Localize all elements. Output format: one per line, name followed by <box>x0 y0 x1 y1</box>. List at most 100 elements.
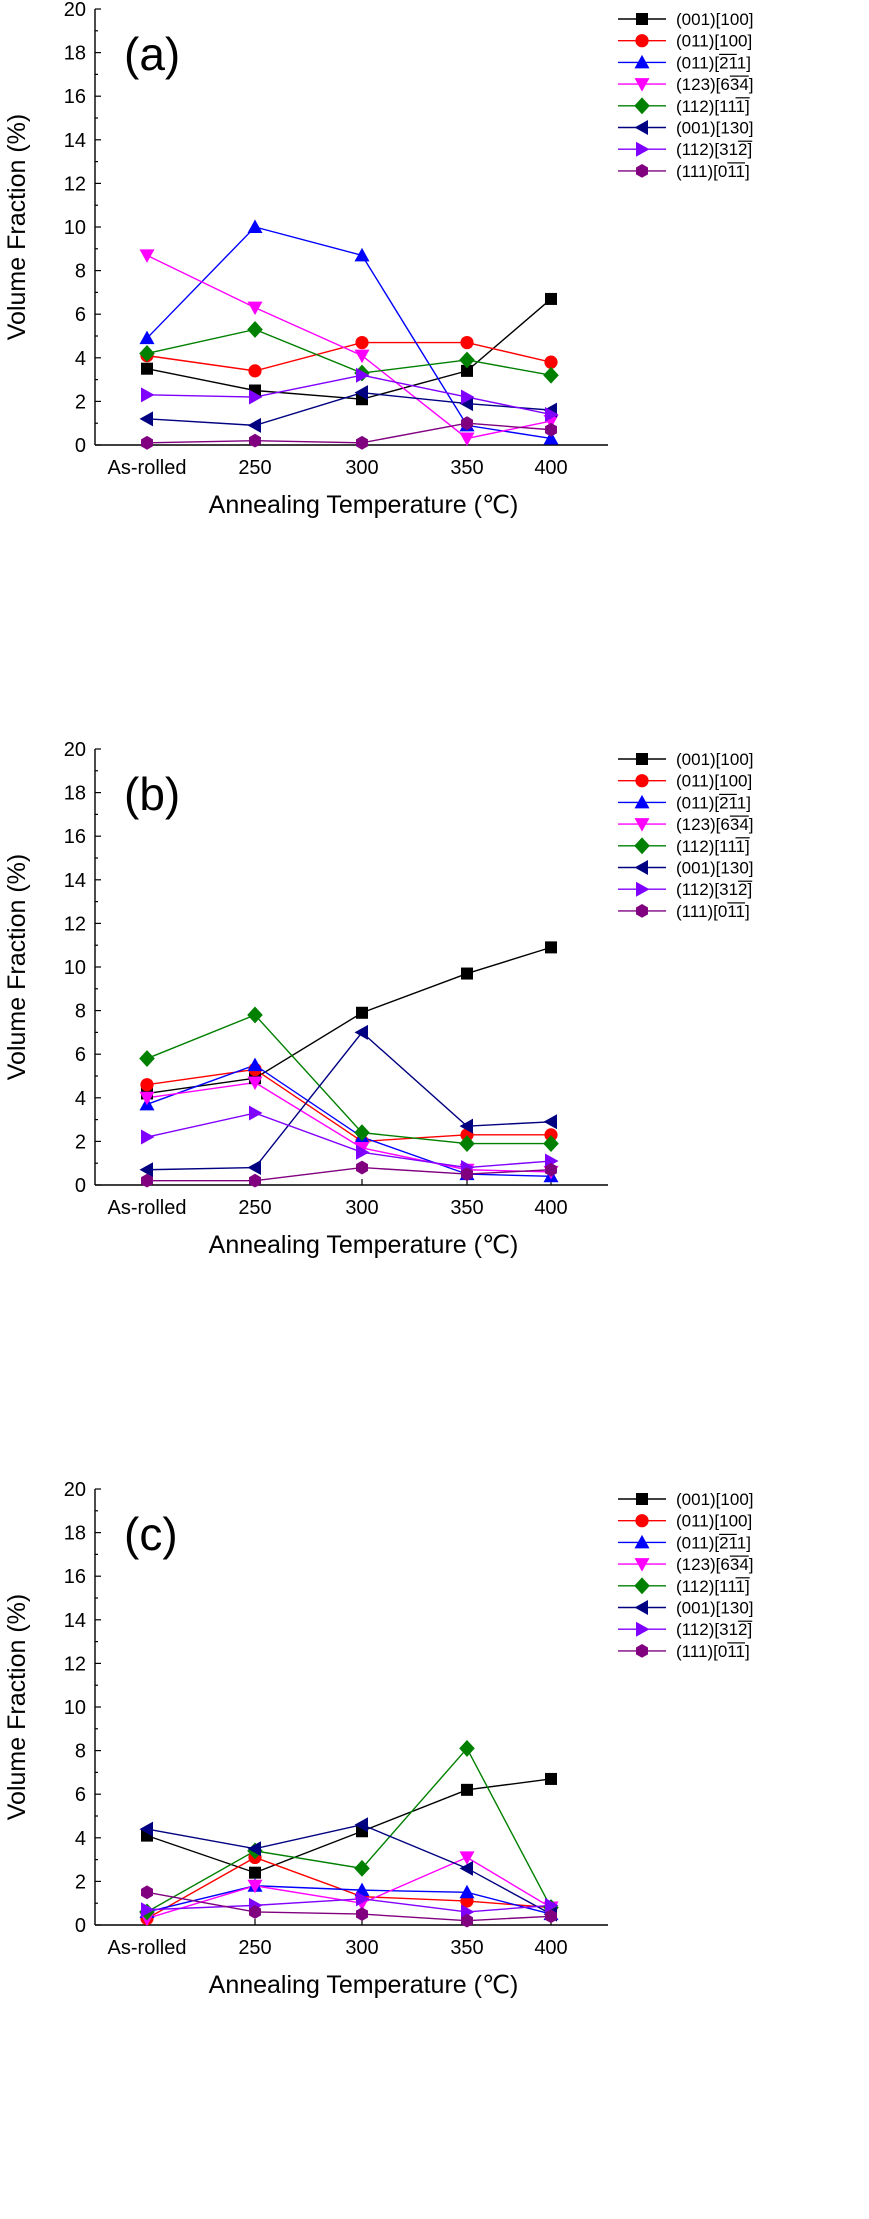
legend-item: (011)[100] <box>618 772 752 791</box>
legend-marker <box>634 1600 648 1615</box>
series-markers-6 <box>141 367 559 422</box>
y-tick-label: 8 <box>75 261 86 283</box>
legend-item: (111)[011] <box>618 902 750 921</box>
legend-marker <box>634 120 648 135</box>
legend-item: (112)[111] <box>618 97 750 116</box>
series-line <box>146 1747 552 1913</box>
y-tick-label: 2 <box>75 391 86 413</box>
y-tick-label: 6 <box>75 1784 86 1806</box>
data-point <box>354 349 370 364</box>
y-tick-label: 18 <box>64 1523 86 1545</box>
data-point <box>543 430 559 445</box>
series-markers-7 <box>141 1160 557 1188</box>
data-point <box>139 345 155 362</box>
legend-label: (123)[634] <box>676 1555 754 1574</box>
data-point <box>461 1783 473 1796</box>
legend-label: (011)[100] <box>676 1512 752 1531</box>
data-point <box>461 967 473 980</box>
data-point <box>247 321 263 338</box>
y-tick-label: 16 <box>64 826 86 848</box>
legend-label: (123)[634] <box>676 815 754 834</box>
data-point <box>461 1167 473 1181</box>
legend-marker <box>636 753 648 765</box>
y-tick-label: 20 <box>64 1480 86 1501</box>
data-point <box>247 1841 261 1857</box>
data-point <box>247 219 263 233</box>
data-point <box>545 1897 559 1913</box>
y-tick-label: 0 <box>75 1915 86 1937</box>
chart-panel-a: 0 2 4 6 8 10 12 14 16 18 20 As-rolled 250 300 350 400 An… <box>3 0 754 519</box>
legend-label: (112)[111] <box>676 97 750 116</box>
data-point <box>545 422 557 437</box>
data-point <box>139 330 155 345</box>
legend-marker <box>635 774 649 788</box>
legend-label: (123)[634] <box>676 75 754 94</box>
legend-marker <box>636 1644 648 1658</box>
legend-item: (112)[312] <box>618 140 753 159</box>
legend-label: (011)[211] <box>676 1533 751 1552</box>
panel-label: (a) <box>124 28 180 80</box>
series-line <box>146 1031 552 1171</box>
series-line <box>146 946 552 1095</box>
series-line <box>146 226 552 440</box>
data-point <box>545 1909 557 1924</box>
legend-label: (011)[100] <box>676 772 752 791</box>
data-point <box>249 1173 261 1188</box>
data-point <box>248 364 262 378</box>
series-0 <box>146 946 552 1095</box>
y-tick-label: 8 <box>75 1741 86 1763</box>
data-point <box>141 1129 155 1145</box>
legend-marker <box>634 54 650 69</box>
legend-label: (111)[011] <box>676 902 750 921</box>
legend: (001)[100] (011)[100] (011)[211] (123)[634]… <box>618 1490 754 1661</box>
series-line <box>146 328 552 376</box>
x-tick-label: 400 <box>534 1937 567 1959</box>
y-tick-label: 0 <box>75 435 86 457</box>
data-point <box>247 1006 263 1024</box>
legend-marker <box>634 78 650 92</box>
legend-item: (112)[111] <box>618 1577 750 1596</box>
data-point <box>354 1024 368 1040</box>
data-point <box>356 1160 368 1175</box>
x-axis-title: Annealing Temperature (℃) <box>209 1971 519 1999</box>
data-point <box>141 387 155 403</box>
series-markers-4 <box>139 1740 559 1921</box>
series-1 <box>146 1068 551 1143</box>
data-point <box>140 1078 154 1092</box>
data-point <box>459 1851 475 1865</box>
y-tick-label: 2 <box>75 1871 86 1893</box>
data-point <box>141 1902 155 1918</box>
data-point <box>459 1118 473 1134</box>
series-markers-5 <box>139 1024 557 1178</box>
series-markers-4 <box>139 1006 559 1152</box>
legend-item: (001)[130] <box>618 119 754 138</box>
legend-label: (001)[130] <box>676 119 754 138</box>
data-point <box>247 1057 263 1072</box>
y-tick-label: 16 <box>64 86 86 108</box>
chart-panel-c: 0 2 4 6 8 10 12 14 16 18 20 As-rolled 250 300 350 400 An… <box>3 1480 754 1999</box>
legend-label: (001)[100] <box>676 750 754 769</box>
legend-item: (111)[011] <box>618 162 750 181</box>
legend-label: (111)[011] <box>676 162 750 181</box>
legend-marker <box>636 904 648 918</box>
legend-item: (001)[100] <box>618 10 754 29</box>
x-tick-label: 400 <box>534 457 567 479</box>
series-markers-6 <box>141 1891 559 1920</box>
legend-item: (011)[100] <box>618 1512 752 1531</box>
data-point <box>139 1162 153 1178</box>
legend-label: (111)[011] <box>676 1642 750 1661</box>
legend-marker <box>635 34 649 48</box>
series-markers-7 <box>141 1885 557 1928</box>
x-axis-title: Annealing Temperature (℃) <box>209 1231 519 1259</box>
y-tick-label: 12 <box>64 1653 86 1675</box>
legend-label: (001)[100] <box>676 10 754 29</box>
legend-marker <box>636 13 648 25</box>
series-markers-0 <box>141 1772 557 1879</box>
data-point <box>356 1006 368 1019</box>
panel-label: (c) <box>124 1508 178 1560</box>
data-point <box>545 1772 557 1785</box>
legend-label: (011)[211] <box>676 793 751 812</box>
y-tick-label: 20 <box>64 740 86 761</box>
legend-label: (011)[100] <box>676 32 752 51</box>
